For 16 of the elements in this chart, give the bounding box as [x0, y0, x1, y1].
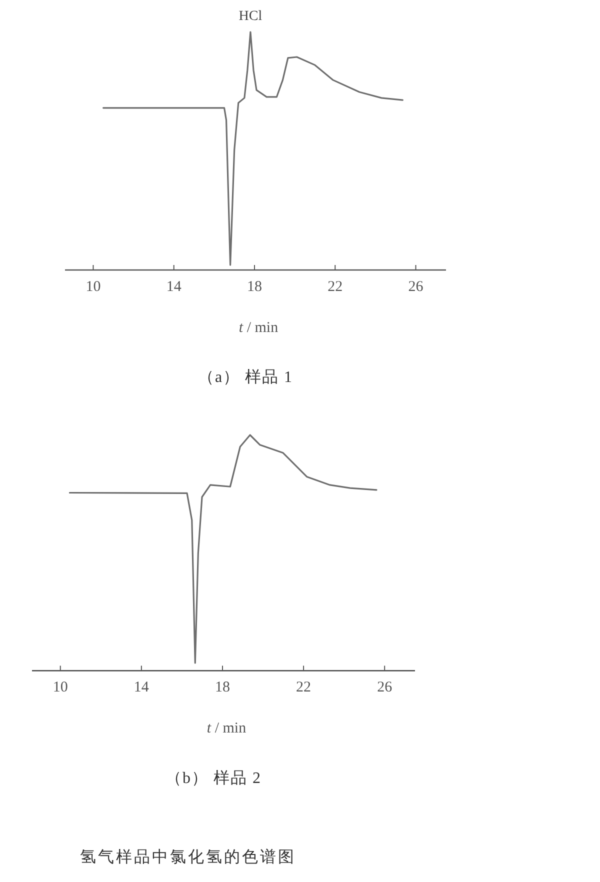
x-axis-title: t / min [206, 720, 247, 737]
x-tick-label: 26 [408, 279, 424, 295]
x-tick-label: 10 [86, 279, 101, 295]
text: （a） 样品 1 [198, 368, 294, 386]
x-tick-label: 14 [166, 279, 182, 295]
x-tick-label: 26 [377, 680, 393, 696]
x-tick-label: 22 [328, 279, 343, 295]
text: 氢气样品中氯化氢的色谱图 [80, 848, 296, 866]
x-tick-label: 18 [214, 680, 230, 696]
x-tick-label: 18 [246, 279, 262, 295]
x-axis-title: t / min [238, 320, 279, 336]
text: （b） 样品 2 [166, 769, 262, 787]
x-tick-label: 10 [52, 680, 68, 696]
annotation: HCl [238, 9, 262, 24]
x-tick-label: 22 [296, 680, 312, 696]
x-tick-label: 14 [134, 680, 150, 696]
